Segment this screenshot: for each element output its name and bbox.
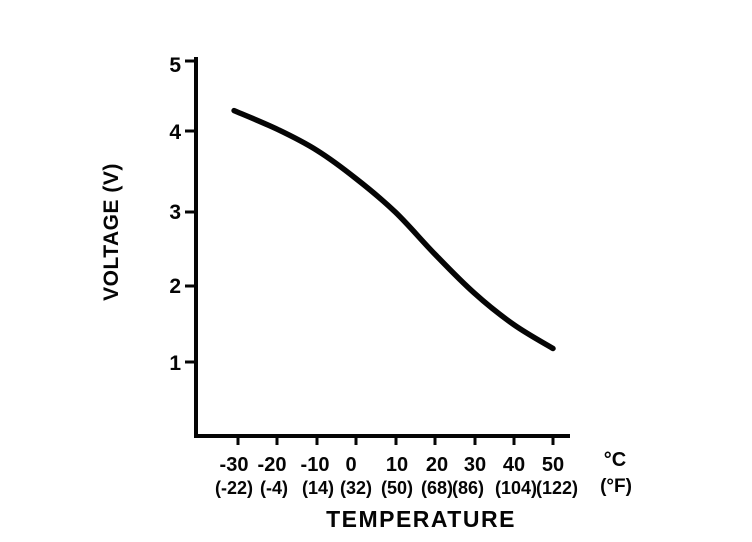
x-tick-label-c-n10: -10 <box>301 454 330 476</box>
x-tick-label-f-n4: (-4) <box>260 478 288 498</box>
y-tick-label-2: 2 <box>169 275 181 298</box>
y-tick-marks <box>185 59 198 364</box>
voltage-curve <box>231 107 556 352</box>
x-tick-label-c-30: 30 <box>464 454 486 476</box>
x-tick-label-c-n20: -20 <box>258 454 287 476</box>
x-tick-label-f-50: (50) <box>381 478 413 498</box>
x-tick-label-f-86: (86) <box>452 478 484 498</box>
x-tick-label-c-20: 20 <box>426 454 448 476</box>
x-tick-label-c-0: 0 <box>345 454 356 476</box>
x-tick-label-f-68: (68) <box>421 478 453 498</box>
x-unit-fahrenheit: (°F) <box>600 476 632 497</box>
x-tick-label-f-32: (32) <box>340 478 372 498</box>
x-tick-label-c-40: 40 <box>503 454 525 476</box>
y-tick-label-4: 4 <box>169 121 181 144</box>
x-tick-label-c-50: 50 <box>542 454 564 476</box>
x-tick-label-f-122: (122) <box>536 478 578 498</box>
x-axis-title: TEMPERATURE <box>326 506 516 532</box>
x-tick-label-f-n22: (-22) <box>215 478 253 498</box>
y-tick-label-1: 1 <box>169 352 181 375</box>
x-unit-celsius: °C <box>604 449 626 471</box>
x-tick-label-c-n30: -30 <box>220 454 249 476</box>
y-tick-label-5: 5 <box>169 54 181 77</box>
x-tick-marks <box>236 436 555 445</box>
y-tick-label-3: 3 <box>169 201 181 224</box>
y-axis-title: VOLTAGE (V) <box>100 163 123 301</box>
x-tick-label-f-104: (104) <box>495 478 537 498</box>
x-tick-label-f-14: (14) <box>302 478 334 498</box>
x-tick-label-c-10: 10 <box>386 454 408 476</box>
